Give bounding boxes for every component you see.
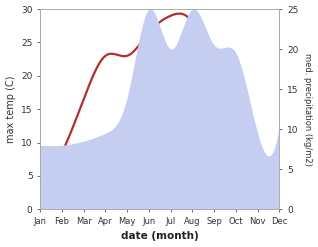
X-axis label: date (month): date (month) xyxy=(121,231,199,242)
Y-axis label: max temp (C): max temp (C) xyxy=(5,75,16,143)
Y-axis label: med. precipitation (kg/m2): med. precipitation (kg/m2) xyxy=(303,53,313,165)
